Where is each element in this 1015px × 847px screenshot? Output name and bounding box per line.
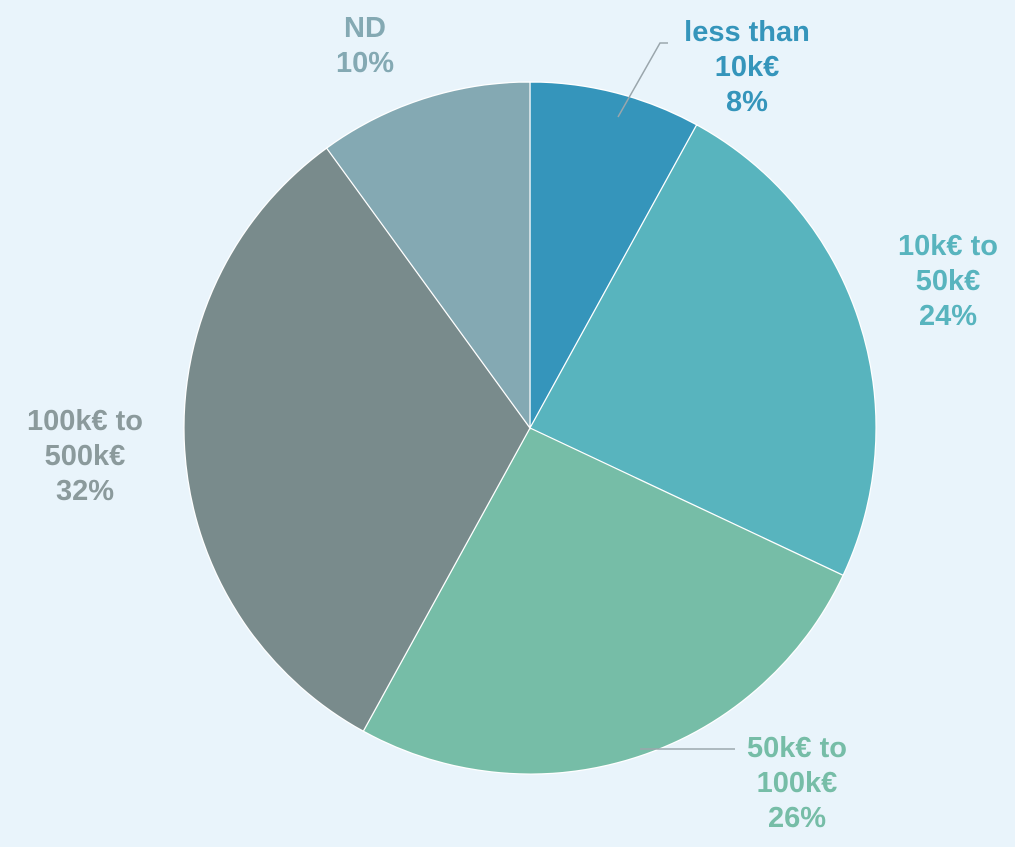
pie-slices [183, 81, 877, 775]
slice-category-label: 50k€ to [747, 732, 847, 764]
slice-label-2: 10k€ to 50k€ 24% [898, 230, 998, 332]
slice-category-label: 100k€ to [27, 405, 143, 437]
pie-slice-3 [362, 427, 844, 775]
pie-slice-4 [183, 147, 531, 733]
slice-percent-label: 10% [336, 47, 394, 79]
slice-category-label: 500k€ [45, 440, 126, 472]
slice-category-label: 10k€ to [898, 230, 998, 262]
slice-category-label: 50k€ [916, 265, 981, 297]
pie-slice-5 [325, 81, 531, 430]
slice-category-label: ND [344, 12, 386, 44]
pie-slice-2 [529, 123, 877, 577]
slice-percent-label: 32% [56, 475, 114, 507]
slice-category-label: 10k€ [715, 51, 780, 83]
slice-category-label: less than [684, 16, 810, 48]
slice-label-3: 50k€ to 100k€ 26% [747, 732, 847, 834]
slice-label-1: less than 10k€ 8% [684, 16, 810, 118]
slice-percent-label: 26% [768, 802, 826, 834]
slice-percent-label: 8% [726, 86, 768, 118]
slice-labels: less than 10k€ 8%10k€ to 50k€ 24%50k€ to 100k… [27, 12, 998, 834]
slice-label-4: 100k€ to 500k€ 32% [27, 405, 143, 507]
slice-percent-label: 24% [919, 300, 977, 332]
pie-slice-1 [529, 81, 698, 429]
leader-line-1 [617, 42, 668, 118]
slice-label-5: ND 10% [336, 12, 394, 79]
slice-category-label: 100k€ [757, 767, 838, 799]
leader-lines [617, 42, 735, 750]
